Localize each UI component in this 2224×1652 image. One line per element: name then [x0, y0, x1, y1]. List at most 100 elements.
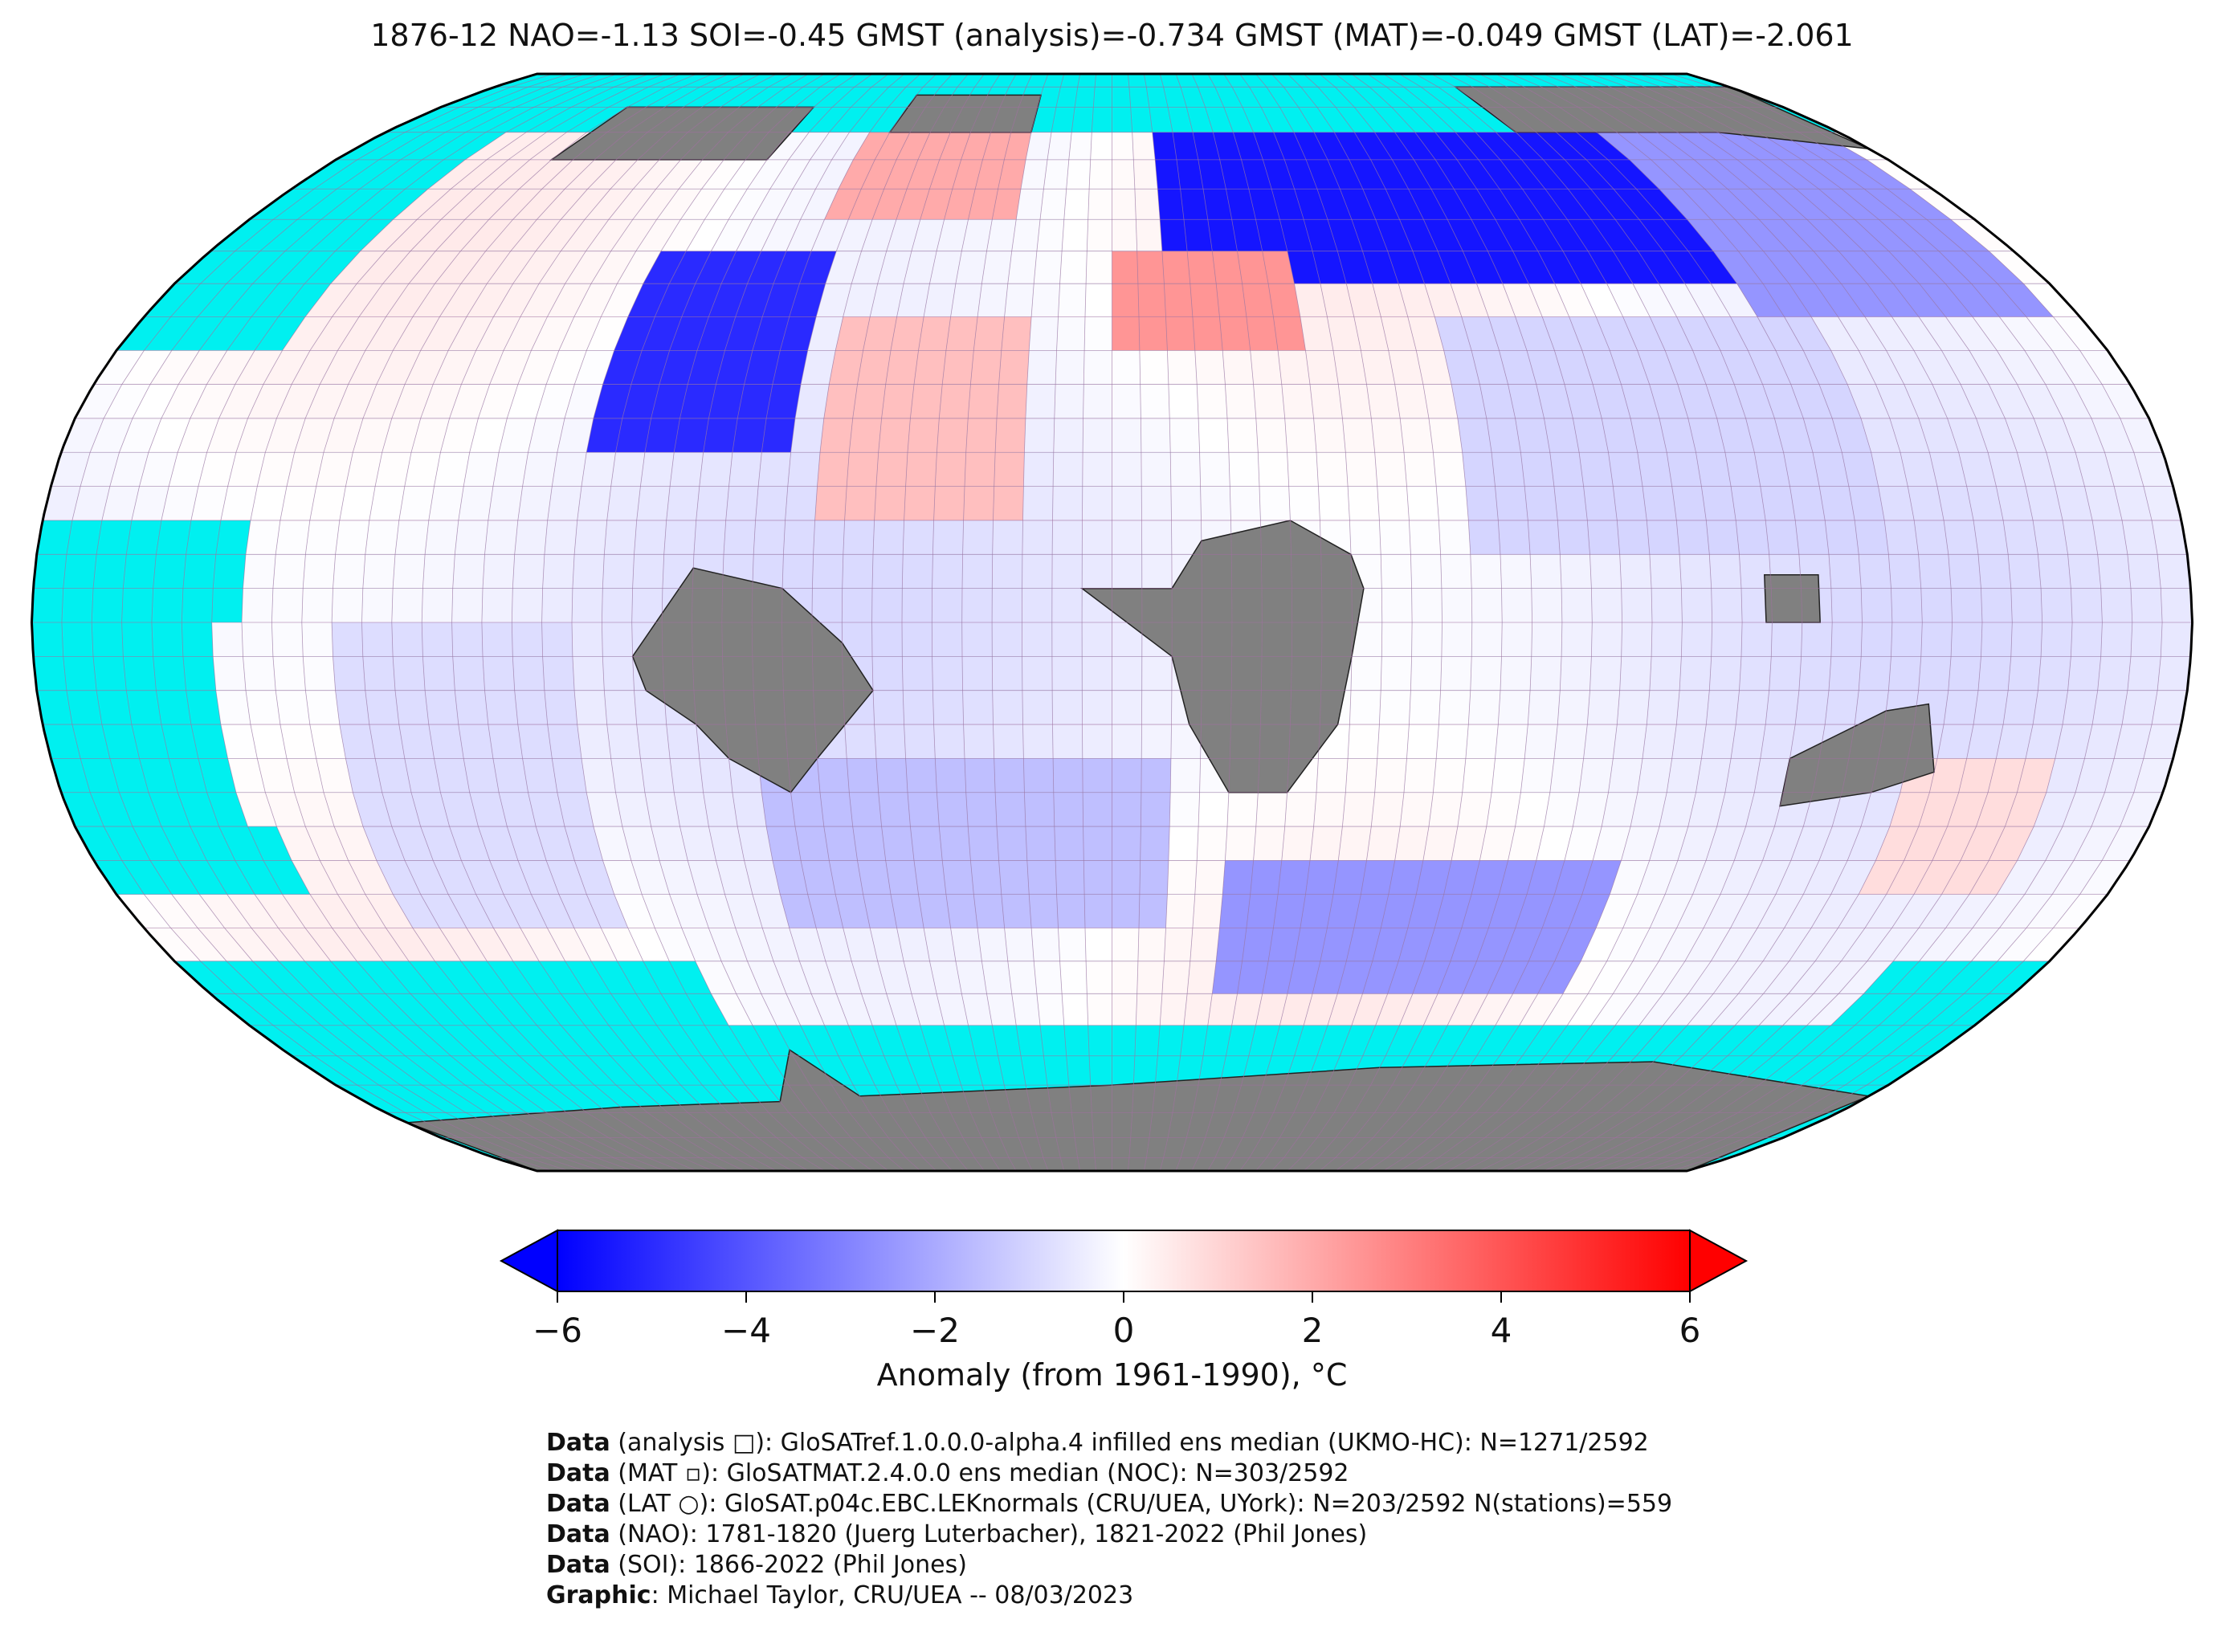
grid-cell	[849, 792, 882, 827]
grid-cell	[104, 384, 150, 418]
grid-cell	[478, 826, 518, 861]
grid-cell	[1262, 251, 1295, 284]
grid-cell	[522, 758, 557, 793]
grid-cell	[475, 894, 520, 928]
grid-cell	[1085, 928, 1112, 961]
grid-cell	[333, 656, 365, 691]
grid-cell	[1636, 189, 1687, 220]
grid-cell	[993, 486, 1024, 520]
grid-cell	[1134, 189, 1161, 220]
grid-cell	[1716, 792, 1755, 827]
grid-cell	[565, 826, 603, 861]
grid-cell	[519, 159, 573, 190]
grid-cell	[1667, 758, 1702, 793]
grid-cell	[1944, 520, 1978, 555]
grid-cell	[752, 894, 790, 928]
grid-cell	[735, 928, 773, 961]
grid-cell	[820, 418, 853, 453]
grid-cell	[1855, 219, 1914, 251]
grid-cell	[1192, 894, 1223, 928]
grid-cell	[1997, 350, 2046, 385]
grid-cell	[1001, 316, 1032, 351]
grid-cell	[422, 588, 453, 622]
grid-cell	[2017, 452, 2055, 487]
grid-cell	[150, 350, 200, 385]
grid-cell	[1314, 132, 1349, 160]
grid-cell	[1498, 520, 1531, 555]
grid-cell	[1273, 132, 1307, 160]
grid-cell	[1848, 486, 1885, 520]
grid-cell	[310, 894, 359, 928]
grid-cell	[1971, 928, 2026, 961]
grid-cell	[910, 826, 943, 861]
grid-cell	[780, 894, 817, 928]
grid-cell	[965, 452, 996, 487]
grid-cell	[1294, 283, 1328, 317]
grid-cell	[1164, 928, 1193, 961]
grid-cell	[1796, 189, 1855, 220]
grid-cell	[1919, 894, 1969, 928]
grid-cell	[2152, 690, 2188, 724]
grid-cell	[1213, 132, 1242, 160]
grid-cell	[811, 588, 843, 622]
grid-cell	[2026, 894, 2080, 928]
grid-cell	[1863, 251, 1920, 284]
grid-cell	[2017, 384, 2063, 418]
grid-cell	[1284, 792, 1316, 827]
grid-cell	[1184, 993, 1213, 1026]
grid-cell	[1692, 860, 1735, 895]
grid-cell	[1649, 554, 1682, 589]
grid-cell	[1371, 418, 1404, 453]
grid-cell	[257, 758, 295, 793]
grid-cell	[1082, 520, 1112, 555]
grid-cell	[139, 452, 178, 487]
grid-cell	[1112, 189, 1136, 220]
grid-cell	[2017, 826, 2063, 861]
grid-cell	[1438, 520, 1471, 555]
grid-cell	[301, 588, 333, 622]
grid-cell	[451, 159, 508, 190]
grid-cell	[539, 251, 586, 284]
grid-cell	[1932, 826, 1977, 861]
grid-cell	[517, 724, 553, 759]
grid-cell	[2074, 826, 2120, 861]
grid-cell	[622, 826, 659, 861]
grid-cell	[2102, 826, 2149, 861]
grid-cell	[1499, 350, 1536, 385]
grid-cell	[932, 588, 962, 622]
grid-cell	[1164, 283, 1193, 317]
grid-cell	[1136, 961, 1165, 994]
grid-cell	[932, 520, 964, 555]
grid-cell	[881, 826, 914, 861]
grid-cell	[512, 622, 543, 657]
grid-cell	[1814, 251, 1867, 284]
grid-cell	[1288, 486, 1320, 520]
grid-cell	[1345, 452, 1377, 487]
grid-cell	[955, 961, 987, 994]
grid-cell	[75, 384, 122, 418]
grid-cell	[398, 486, 435, 520]
grid-cell	[872, 189, 908, 220]
grid-cell	[1667, 452, 1702, 487]
grid-cell	[1988, 758, 2026, 793]
grid-cell	[1136, 219, 1162, 251]
grid-cell	[1112, 350, 1141, 385]
grid-cell	[1160, 219, 1188, 251]
grid-cell	[1085, 283, 1112, 317]
grid-cell	[1969, 350, 2018, 385]
grid-cell	[361, 622, 394, 657]
grid-cell	[1262, 961, 1295, 994]
grid-cell	[1838, 251, 1894, 284]
grid-cell	[793, 159, 832, 190]
grid-cell	[417, 189, 474, 220]
grid-cell	[1416, 350, 1452, 385]
grid-cell	[1304, 219, 1338, 251]
grid-cell	[1141, 418, 1171, 453]
grid-cell	[1377, 486, 1410, 520]
grid-cell	[1471, 588, 1503, 622]
grid-cell	[766, 384, 802, 418]
grid-cell	[1361, 860, 1395, 895]
antarctica-land	[406, 1048, 1871, 1171]
grid-cell	[303, 554, 336, 589]
grid-cell	[213, 656, 246, 691]
